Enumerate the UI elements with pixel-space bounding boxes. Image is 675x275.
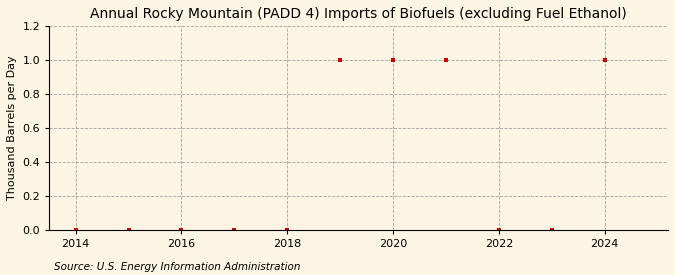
Text: Source: U.S. Energy Information Administration: Source: U.S. Energy Information Administ… xyxy=(54,262,300,272)
Title: Annual Rocky Mountain (PADD 4) Imports of Biofuels (excluding Fuel Ethanol): Annual Rocky Mountain (PADD 4) Imports o… xyxy=(90,7,627,21)
Y-axis label: Thousand Barrels per Day: Thousand Barrels per Day xyxy=(7,56,17,200)
